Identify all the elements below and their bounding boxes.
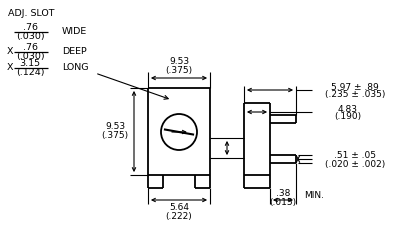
Text: 5.64: 5.64 (169, 203, 189, 213)
Text: (.124): (.124) (16, 68, 44, 77)
Text: MIN.: MIN. (304, 191, 324, 200)
Text: LONG: LONG (62, 63, 88, 73)
Text: X: X (7, 63, 14, 73)
Text: (.030): (.030) (16, 52, 44, 62)
Text: (.015): (.015) (270, 198, 296, 206)
Text: 3.15: 3.15 (20, 59, 40, 67)
Text: (.375): (.375) (166, 65, 192, 75)
Text: (.222): (.222) (166, 212, 192, 220)
Text: 5.97 ± .89: 5.97 ± .89 (331, 82, 379, 92)
Text: (.375): (.375) (102, 131, 128, 140)
Text: (.020 ± .002): (.020 ± .002) (325, 159, 385, 169)
Text: .51 ± .05: .51 ± .05 (334, 152, 376, 160)
Text: .76: .76 (22, 43, 38, 51)
Text: 9.53: 9.53 (105, 122, 125, 131)
Text: X: X (7, 47, 14, 57)
Text: WIDE: WIDE (62, 28, 87, 36)
Text: .38: .38 (276, 189, 290, 199)
Text: (.190): (.190) (334, 112, 362, 122)
Text: DEEP: DEEP (62, 47, 87, 57)
Text: 9.53: 9.53 (169, 58, 189, 66)
Text: 4.83: 4.83 (338, 105, 358, 113)
Text: (.235 ± .035): (.235 ± .035) (325, 91, 385, 99)
Text: ADJ. SLOT: ADJ. SLOT (8, 9, 54, 17)
Text: (.030): (.030) (16, 32, 44, 42)
Text: .76: .76 (22, 22, 38, 31)
